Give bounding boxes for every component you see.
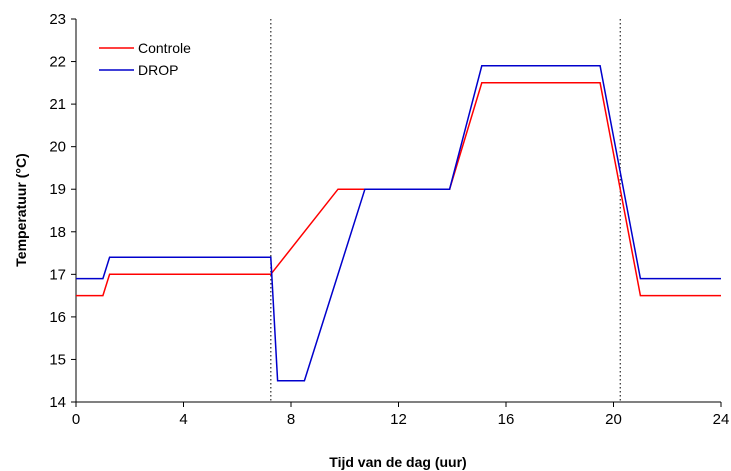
y-tick-label: 18	[49, 224, 66, 241]
series-line-drop	[76, 65, 721, 382]
y-tick-label: 20	[49, 139, 66, 156]
ticks: 0 4 8 12 16 20 24 14 15 16 17 18 19 20 21 22 23	[49, 11, 729, 428]
x-tick-label: 4	[179, 411, 187, 428]
legend-label-controle: Controle	[138, 40, 191, 56]
y-tick-label: 14	[49, 394, 66, 411]
y-tick-label: 17	[49, 266, 66, 283]
y-tick-label: 16	[49, 309, 66, 326]
y-tick-label: 19	[49, 181, 66, 198]
x-tick-label: 0	[72, 411, 80, 428]
y-tick-label: 21	[49, 96, 66, 113]
y-axis-title: Temperatuur (°C)	[13, 153, 29, 266]
legend: Controle DROP	[99, 40, 191, 78]
series-lines	[76, 65, 721, 382]
reference-lines	[270, 19, 621, 402]
x-tick-label: 8	[287, 411, 295, 428]
y-tick-label: 15	[49, 351, 66, 368]
y-tick-label: 22	[49, 54, 66, 71]
legend-label-drop: DROP	[138, 62, 178, 78]
y-tick-label: 23	[49, 11, 66, 28]
x-axis-title: Tijd van de dag (uur)	[329, 454, 466, 470]
x-tick-label: 16	[498, 411, 515, 428]
x-tick-label: 24	[713, 411, 730, 428]
x-tick-label: 12	[390, 411, 407, 428]
x-tick-label: 20	[605, 411, 622, 428]
